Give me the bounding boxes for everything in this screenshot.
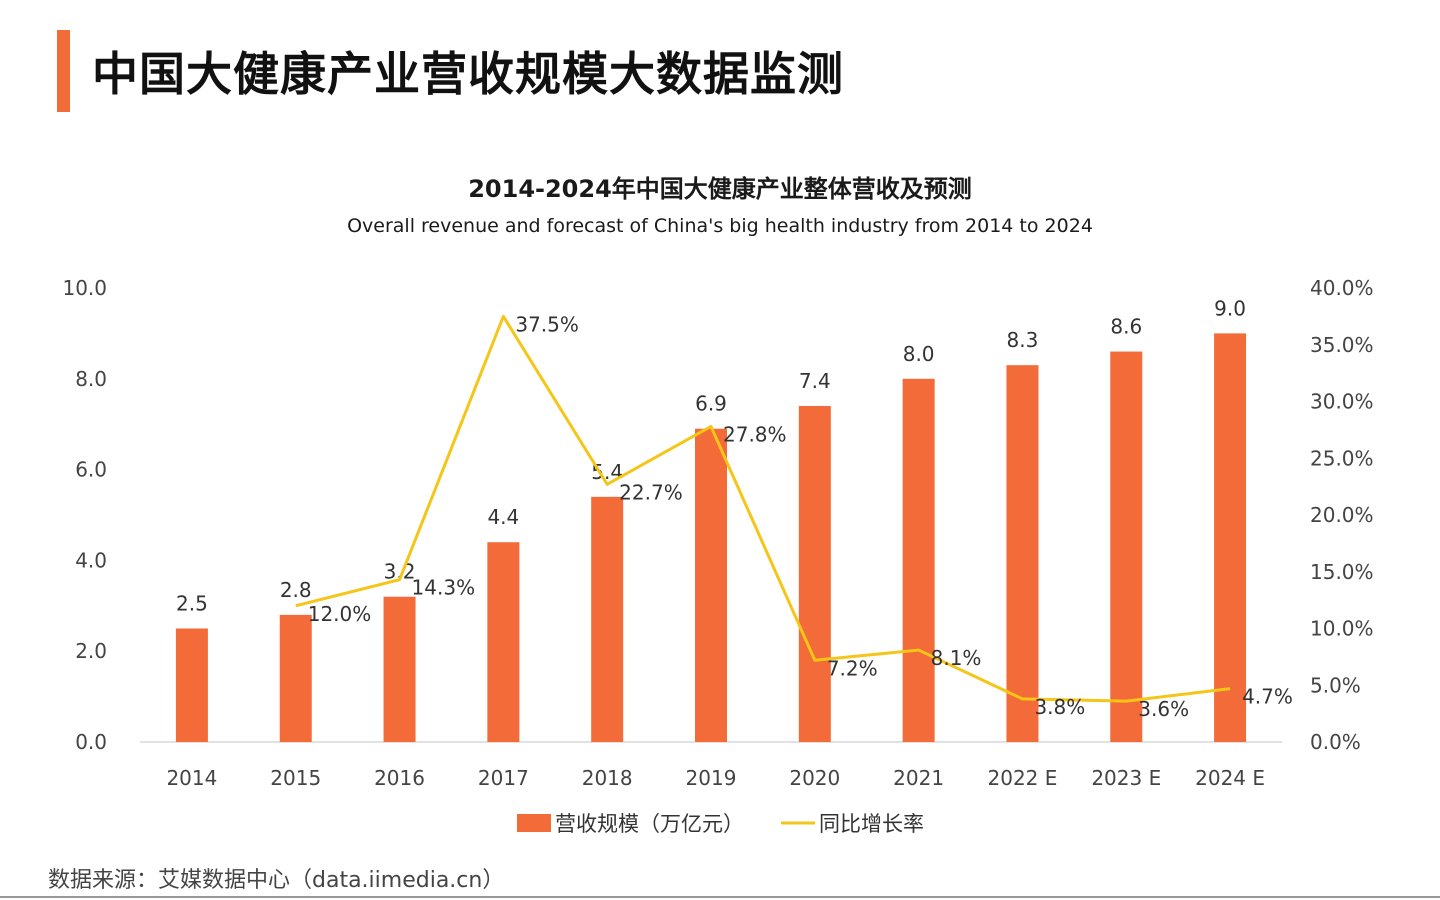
left-axis-tick-label: 8.0 (75, 367, 107, 391)
bar (902, 378, 935, 742)
x-axis-tick-label: 2024 E (1195, 766, 1265, 790)
left-axis-tick-label: 2.0 (75, 639, 107, 663)
chart-subtitle: Overall revenue and forecast of China's … (347, 215, 1093, 237)
bar-data-label: 8.6 (1110, 315, 1142, 339)
x-axis-tick-label: 2023 E (1091, 766, 1161, 790)
line-data-label: 4.7% (1242, 685, 1293, 709)
right-axis-tick-label: 10.0% (1310, 617, 1374, 641)
line-data-label: 8.1% (931, 646, 982, 670)
bar (695, 428, 727, 742)
line-data-label: 22.7% (619, 480, 683, 504)
bar-data-label: 7.4 (799, 369, 831, 393)
x-axis-tick-label: 2018 (582, 766, 633, 790)
x-axis-tick-label: 2022 E (988, 766, 1058, 790)
bar-data-label: 2.8 (280, 578, 312, 602)
bar (1006, 365, 1039, 742)
line-data-label: 12.0% (308, 602, 372, 626)
bar (279, 614, 312, 742)
growth-rate-line (295, 314, 1231, 703)
right-axis-tick-label: 15.0% (1310, 560, 1374, 584)
bar (1214, 333, 1247, 742)
line-data-label: 3.8% (1034, 695, 1085, 719)
chart-title: 2014-2024年中国大健康产业整体营收及预测 (468, 175, 972, 203)
right-axis-tick-label: 35.0% (1310, 333, 1374, 357)
page-title: 中国大健康产业营收规模大数据监测 (92, 47, 844, 101)
x-axis-tick-label: 2015 (270, 766, 321, 790)
left-axis-tick-label: 0.0 (75, 730, 107, 754)
line-data-label: 3.6% (1138, 697, 1189, 721)
line-data-label: 7.2% (827, 656, 878, 680)
bar-data-label: 8.0 (903, 342, 935, 366)
line-data-label: 14.3% (412, 576, 476, 600)
x-axis-tick-label: 2019 (686, 766, 737, 790)
right-axis-tick-label: 20.0% (1310, 503, 1374, 527)
bar-data-label: 9.0 (1214, 296, 1246, 320)
right-axis-tick-label: 25.0% (1310, 446, 1374, 470)
right-axis-tick-label: 30.0% (1310, 390, 1374, 414)
bar (487, 542, 520, 742)
right-axis-tick-label: 0.0% (1310, 730, 1361, 754)
title-accent-bar (57, 30, 70, 112)
bar-data-label: 2.5 (176, 592, 208, 616)
bar-data-label: 4.4 (487, 505, 519, 529)
bar-data-label: 8.3 (1007, 328, 1039, 352)
bar (1110, 351, 1143, 742)
bar (591, 496, 624, 742)
x-axis-tick-label: 2014 (166, 766, 217, 790)
right-axis-tick-label: 5.0% (1310, 673, 1361, 697)
bar (798, 406, 831, 742)
bar (175, 628, 208, 742)
x-axis-tick-label: 2020 (789, 766, 840, 790)
bar (383, 596, 416, 742)
x-axis-tick-label: 2021 (893, 766, 944, 790)
left-axis-tick-label: 4.0 (75, 548, 107, 572)
bar-data-label: 6.9 (695, 392, 727, 416)
legend-bar-label: 营收规模（万亿元） (555, 812, 744, 836)
left-axis-tick-label: 6.0 (75, 458, 107, 482)
line-data-label: 27.8% (723, 422, 787, 446)
line-data-label: 37.5% (515, 312, 579, 336)
legend-line-label: 同比增长率 (819, 812, 924, 836)
x-axis-tick-label: 2017 (478, 766, 529, 790)
bottom-divider (0, 896, 1440, 898)
right-axis-tick-label: 40.0% (1310, 276, 1374, 300)
data-source: 数据来源：艾媒数据中心（data.iimedia.cn） (48, 868, 505, 893)
x-axis-tick-label: 2016 (374, 766, 425, 790)
left-axis-tick-label: 10.0 (62, 276, 107, 300)
legend-bar-swatch (517, 814, 551, 832)
